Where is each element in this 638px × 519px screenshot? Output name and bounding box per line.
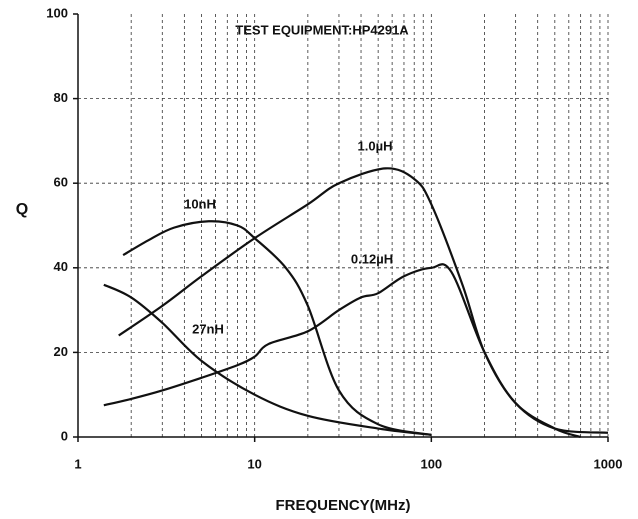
- x-tick-label: 100: [420, 456, 442, 471]
- x-tick-label: 1: [74, 456, 81, 471]
- y-tick-label: 20: [54, 344, 68, 359]
- x-tick-label: 10: [247, 456, 261, 471]
- curve: [103, 263, 609, 434]
- y-axis-label: Q: [16, 201, 28, 218]
- curve-label: 1.0µH: [358, 138, 393, 153]
- curve-label: 0.12µH: [351, 251, 393, 266]
- x-tick-label: 1000: [594, 456, 623, 471]
- y-tick-label: 60: [54, 175, 68, 190]
- y-tick-label: 80: [54, 90, 68, 105]
- x-axis-label: FREQUENCY(MHz): [276, 497, 411, 514]
- chart-title: TEST EQUIPMENT:HP4291A: [235, 22, 409, 37]
- y-tick-label: 0: [61, 428, 68, 443]
- y-tick-label: 40: [54, 259, 68, 274]
- curve-label: 27nH: [192, 321, 224, 336]
- y-tick-label: 100: [46, 5, 68, 20]
- curve-label: 10nH: [184, 196, 216, 211]
- curve: [103, 283, 432, 436]
